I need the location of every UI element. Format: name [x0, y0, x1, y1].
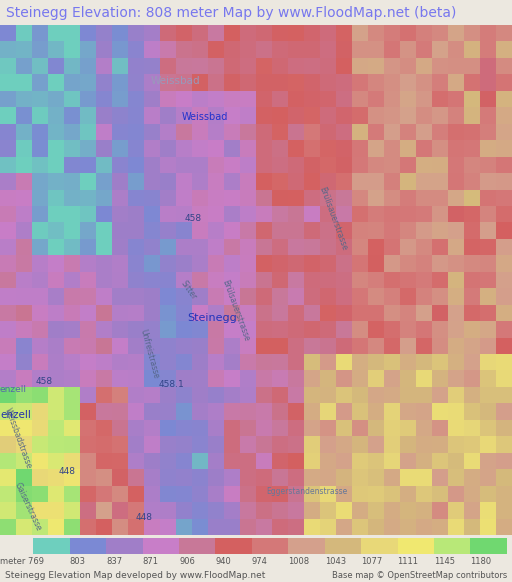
Text: Steinegg Elevation Map developed by www.FloodMap.net: Steinegg Elevation Map developed by www.… [5, 571, 266, 580]
Text: 448: 448 [136, 513, 153, 521]
Text: 1008: 1008 [288, 558, 309, 566]
Text: Weissbadstrasse: Weissbadstrasse [3, 406, 33, 470]
Bar [361, 538, 398, 553]
Text: 837: 837 [106, 558, 122, 566]
Text: 458.1: 458.1 [159, 380, 184, 389]
Bar [398, 538, 434, 553]
Text: meter 769: meter 769 [0, 558, 44, 566]
Text: 1077: 1077 [361, 558, 382, 566]
Bar [142, 538, 179, 553]
Text: 458: 458 [36, 378, 53, 386]
Bar [252, 538, 288, 553]
Text: Gaiserstrasse: Gaiserstrasse [13, 481, 43, 533]
Text: 940: 940 [216, 558, 231, 566]
Bar [471, 538, 507, 553]
Text: Eggerstandenstrasse: Eggerstandenstrasse [266, 487, 348, 496]
Bar [70, 538, 106, 553]
Text: enzell: enzell [0, 410, 31, 420]
Bar [179, 538, 216, 553]
Bar [325, 538, 361, 553]
Text: Steinegg: Steinegg [187, 313, 237, 323]
Text: 906: 906 [179, 558, 195, 566]
Text: 1145: 1145 [434, 558, 455, 566]
Text: 974: 974 [252, 558, 268, 566]
Bar [288, 538, 325, 553]
Text: 1180: 1180 [471, 558, 492, 566]
Bar [33, 538, 70, 553]
Text: Sitter: Sitter [179, 279, 199, 301]
Text: Brülsauerstrasse: Brülsauerstrasse [220, 279, 251, 343]
Bar [434, 538, 471, 553]
Text: Unfreistrasse: Unfreistrasse [138, 328, 160, 379]
Bar [106, 538, 142, 553]
Text: Steinegg Elevation: 808 meter Map by www.FloodMap.net (beta): Steinegg Elevation: 808 meter Map by www… [6, 5, 457, 20]
Text: Brülisauerstrasse: Brülisauerstrasse [317, 186, 349, 252]
Text: Weissbad: Weissbad [151, 76, 201, 86]
Text: 448: 448 [59, 467, 76, 475]
Text: Weissbad: Weissbad [182, 112, 228, 122]
Text: Base map © OpenStreetMap contributors: Base map © OpenStreetMap contributors [332, 571, 507, 580]
Text: 871: 871 [142, 558, 159, 566]
Text: 803: 803 [70, 558, 86, 566]
Text: 1043: 1043 [325, 558, 346, 566]
Text: enzell: enzell [0, 385, 27, 394]
Text: 458: 458 [184, 214, 201, 223]
Text: 1111: 1111 [398, 558, 419, 566]
Bar [216, 538, 252, 553]
